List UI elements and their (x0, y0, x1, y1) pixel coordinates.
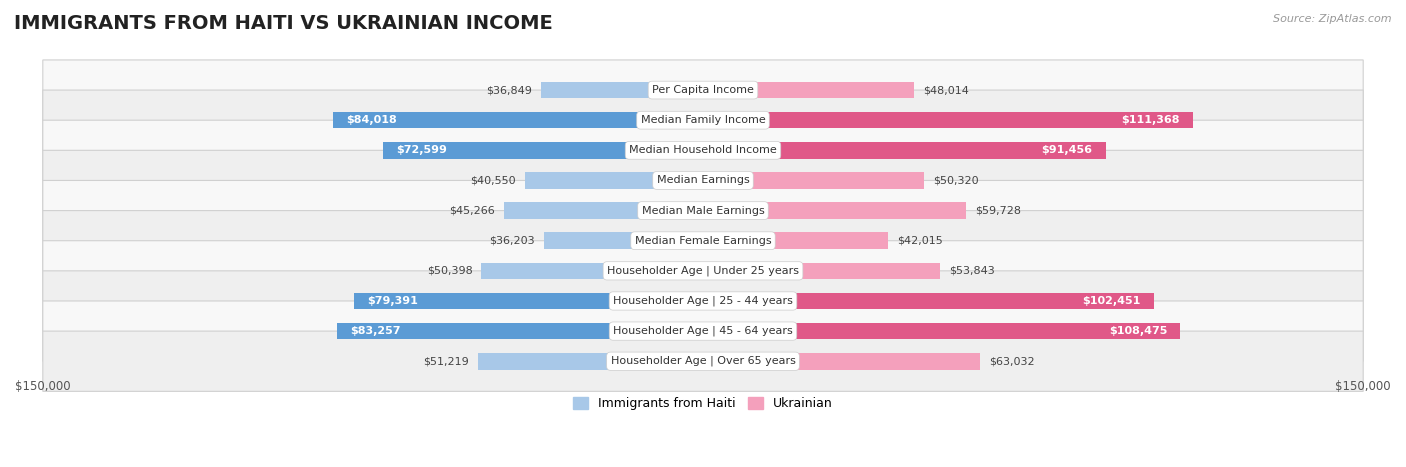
Text: Householder Age | Over 65 years: Householder Age | Over 65 years (610, 356, 796, 367)
Bar (703, 323, 1181, 340)
Text: $63,032: $63,032 (990, 356, 1035, 366)
Text: Median Household Income: Median Household Income (628, 145, 778, 156)
FancyBboxPatch shape (42, 241, 1364, 301)
Bar (481, 262, 703, 279)
Text: $111,368: $111,368 (1122, 115, 1180, 125)
Text: $53,843: $53,843 (949, 266, 994, 276)
Text: Householder Age | 45 - 64 years: Householder Age | 45 - 64 years (613, 326, 793, 336)
FancyBboxPatch shape (42, 60, 1364, 120)
Text: $102,451: $102,451 (1083, 296, 1140, 306)
Bar (544, 233, 703, 249)
Bar (703, 233, 889, 249)
Text: $72,599: $72,599 (396, 145, 447, 156)
Text: Householder Age | Under 25 years: Householder Age | Under 25 years (607, 266, 799, 276)
Text: Source: ZipAtlas.com: Source: ZipAtlas.com (1274, 14, 1392, 24)
Text: $108,475: $108,475 (1109, 326, 1167, 336)
Bar (524, 172, 703, 189)
Text: $45,266: $45,266 (450, 205, 495, 216)
Bar (478, 353, 703, 369)
Text: $36,203: $36,203 (489, 236, 534, 246)
Text: $48,014: $48,014 (924, 85, 969, 95)
Text: Householder Age | 25 - 44 years: Householder Age | 25 - 44 years (613, 296, 793, 306)
Bar (703, 262, 941, 279)
Text: Median Family Income: Median Family Income (641, 115, 765, 125)
Text: $40,550: $40,550 (470, 176, 516, 185)
Text: Per Capita Income: Per Capita Income (652, 85, 754, 95)
Bar (703, 112, 1194, 128)
Text: $42,015: $42,015 (897, 236, 942, 246)
Bar (703, 172, 925, 189)
FancyBboxPatch shape (42, 211, 1364, 271)
FancyBboxPatch shape (42, 150, 1364, 211)
Bar (703, 202, 966, 219)
Text: $51,219: $51,219 (423, 356, 468, 366)
Text: $79,391: $79,391 (367, 296, 418, 306)
Legend: Immigrants from Haiti, Ukrainian: Immigrants from Haiti, Ukrainian (568, 392, 838, 415)
FancyBboxPatch shape (42, 271, 1364, 331)
Text: $50,320: $50,320 (934, 176, 979, 185)
FancyBboxPatch shape (42, 331, 1364, 391)
Bar (353, 293, 703, 309)
Bar (541, 82, 703, 99)
Bar (503, 202, 703, 219)
Bar (703, 293, 1154, 309)
Text: $59,728: $59,728 (974, 205, 1021, 216)
Bar (384, 142, 703, 159)
Text: $83,257: $83,257 (350, 326, 401, 336)
Text: IMMIGRANTS FROM HAITI VS UKRAINIAN INCOME: IMMIGRANTS FROM HAITI VS UKRAINIAN INCOM… (14, 14, 553, 33)
FancyBboxPatch shape (42, 301, 1364, 361)
Bar (703, 82, 914, 99)
Text: Median Male Earnings: Median Male Earnings (641, 205, 765, 216)
Bar (336, 323, 703, 340)
Text: $84,018: $84,018 (346, 115, 396, 125)
Text: $50,398: $50,398 (426, 266, 472, 276)
FancyBboxPatch shape (42, 90, 1364, 150)
FancyBboxPatch shape (42, 180, 1364, 241)
Bar (703, 142, 1105, 159)
Text: $36,849: $36,849 (486, 85, 531, 95)
Text: Median Earnings: Median Earnings (657, 176, 749, 185)
Bar (333, 112, 703, 128)
Text: $91,456: $91,456 (1042, 145, 1092, 156)
Text: Median Female Earnings: Median Female Earnings (634, 236, 772, 246)
FancyBboxPatch shape (42, 120, 1364, 180)
Bar (703, 353, 980, 369)
